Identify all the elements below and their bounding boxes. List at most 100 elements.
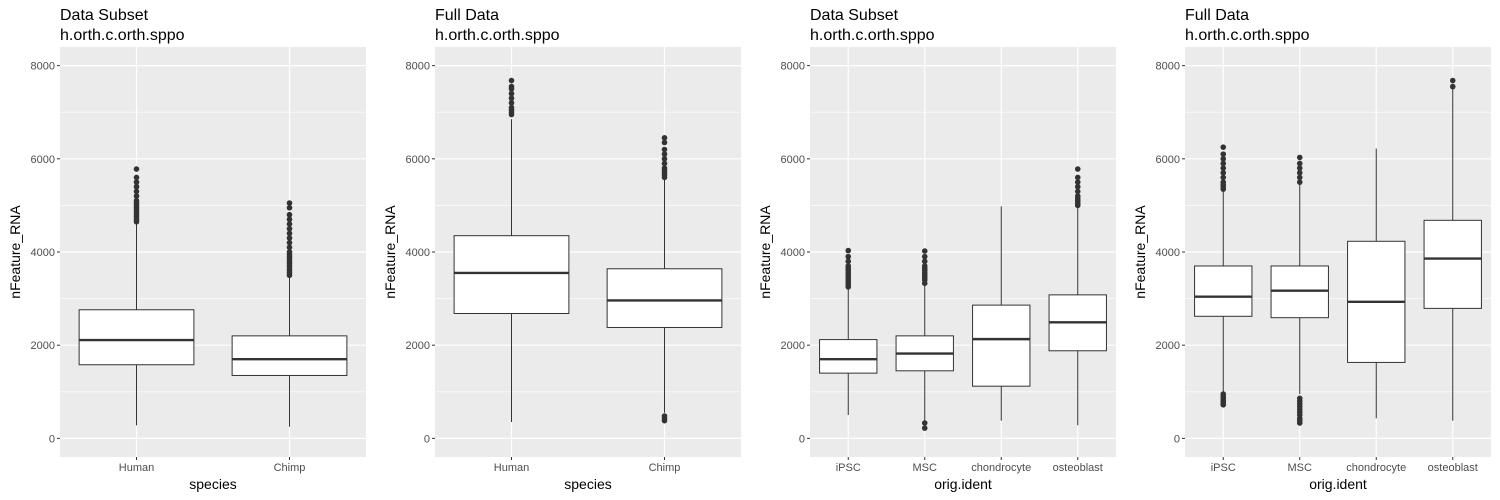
panel-subtitle: h.orth.c.orth.sppo [435, 27, 560, 44]
y-tick-label: 6000 [31, 154, 55, 166]
y-tick-label: 2000 [406, 340, 430, 352]
box-chondrocyte [972, 206, 1031, 421]
box-Chimp [231, 200, 348, 427]
x-tick-label: Human [119, 462, 154, 474]
outlier-point [286, 235, 293, 241]
outlier-point [661, 165, 668, 171]
outlier-point [1074, 183, 1081, 190]
box-osteoblast [1423, 77, 1482, 421]
x-tick-label: MSC [913, 462, 938, 474]
outlier-point [1074, 188, 1081, 195]
outlier-point [1074, 193, 1081, 199]
outlier-point [1296, 395, 1303, 402]
outlier-point [133, 193, 140, 199]
outlier-point [921, 248, 928, 254]
y-tick-label: 0 [424, 433, 430, 445]
y-tick-label: 8000 [31, 61, 55, 73]
y-tick-label: 2000 [781, 340, 805, 352]
x-tick-label: Human [494, 462, 529, 474]
panel-subtitle: h.orth.c.orth.sppo [60, 27, 185, 44]
outlier-point [845, 247, 852, 254]
outlier-point [1220, 144, 1227, 150]
y-tick-label: 6000 [406, 154, 430, 166]
panel-subtitle: h.orth.c.orth.sppo [810, 27, 935, 44]
outlier-point [286, 216, 293, 223]
outlier-point [1220, 151, 1227, 157]
x-axis-title: orig.ident [1309, 476, 1367, 492]
outlier-point [1296, 179, 1303, 185]
outlier-point [1296, 165, 1303, 171]
outlier-point [508, 104, 515, 111]
box-MSC [1270, 154, 1329, 426]
panel-title: Data Subset [60, 7, 149, 24]
panel-title: Full Data [435, 7, 499, 24]
x-axis-title: orig.ident [934, 476, 992, 492]
y-tick-label: 0 [49, 433, 55, 445]
y-tick-label: 6000 [1156, 154, 1180, 166]
x-tick-label: iPSC [836, 462, 861, 474]
outlier-point [1220, 174, 1227, 181]
outlier-point [661, 156, 668, 162]
outlier-point [133, 166, 140, 172]
y-tick-label: 8000 [781, 61, 805, 73]
box-iqr [1423, 219, 1482, 309]
box-osteoblast [1048, 166, 1107, 426]
panel-2: Full Data h.orth.c.orth.sppo 0 2000 4000 6000… [382, 7, 741, 492]
box-iqr [1194, 265, 1253, 317]
outlier-point [845, 253, 852, 260]
panel-1: Data Subset h.orth.c.orth.sppo 0 2000 4000 60… [7, 7, 366, 492]
box-iqr [606, 268, 723, 328]
x-tick-label: iPSC [1211, 462, 1236, 474]
y-tick-label: 0 [1174, 433, 1180, 445]
outlier-point [133, 183, 140, 190]
outlier-point [661, 146, 668, 153]
y-tick-label: 4000 [781, 247, 805, 259]
outlier-point [1296, 174, 1303, 181]
y-axis-title: nFeature_RNA [1132, 205, 1148, 299]
outlier-point [1074, 166, 1081, 172]
outlier-point [845, 258, 852, 265]
y-tick-label: 4000 [1156, 247, 1180, 259]
outlier-point [508, 83, 515, 90]
outlier-point [1296, 169, 1303, 176]
outlier-point [508, 100, 515, 106]
outlier-point [133, 188, 140, 195]
outlier-point [508, 77, 515, 84]
outlier-point [1220, 391, 1227, 397]
outlier-point [1449, 77, 1456, 84]
outlier-point [1220, 156, 1227, 162]
outlier-point [286, 225, 293, 232]
outlier-point [661, 139, 668, 146]
y-tick-label: 8000 [406, 61, 430, 73]
outlier-point [921, 420, 928, 426]
outlier-point [661, 413, 668, 419]
outlier-point [1296, 154, 1303, 161]
outlier-point [286, 211, 293, 218]
y-axis-title: nFeature_RNA [757, 205, 773, 299]
y-axis-title: nFeature_RNA [7, 205, 23, 299]
outlier-point [661, 160, 668, 167]
outlier-point [1220, 160, 1227, 167]
x-tick-label: chondrocyte [1346, 462, 1406, 474]
outlier-point [921, 258, 928, 265]
box-Chimp [606, 135, 723, 424]
y-axis-title: nFeature_RNA [382, 205, 398, 299]
x-axis-title: species [564, 476, 611, 492]
box-iPSC [819, 247, 878, 416]
outlier-point [921, 253, 928, 260]
outlier-point [661, 151, 668, 157]
outlier-point [286, 244, 293, 251]
box-Human [453, 77, 570, 423]
outlier-point [921, 263, 928, 269]
outlier-point [133, 197, 140, 204]
x-tick-label: MSC [1288, 462, 1313, 474]
outlier-point [661, 135, 668, 141]
x-tick-label: Chimp [649, 462, 681, 474]
outlier-point [286, 200, 293, 206]
box-iqr [972, 304, 1031, 387]
outlier-point [1296, 160, 1303, 167]
outlier-point [286, 221, 293, 227]
box-iqr [231, 335, 348, 376]
